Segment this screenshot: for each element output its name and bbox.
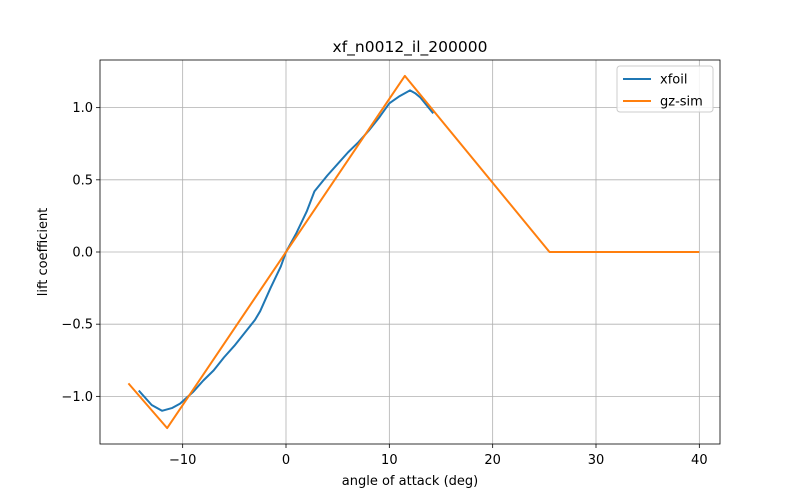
x-tick-label: 10 xyxy=(381,453,398,468)
legend-label-gz-sim: gz-sim xyxy=(660,95,703,110)
legend-label-xfoil: xfoil xyxy=(660,73,687,88)
x-tick-label: 30 xyxy=(588,453,605,468)
x-axis-label: angle of attack (deg) xyxy=(342,474,478,489)
x-tick-label: 20 xyxy=(484,453,501,468)
y-tick-label: 0.0 xyxy=(72,246,93,261)
y-axis-label: lift coefficient xyxy=(36,208,51,297)
y-tick-label: −1.0 xyxy=(61,390,93,405)
series-line-gz-sim xyxy=(127,74,700,430)
y-tick-label: 0.5 xyxy=(72,173,93,188)
x-tick-label: −10 xyxy=(169,453,196,468)
x-tick-label: 40 xyxy=(691,453,708,468)
x-tick-label: 0 xyxy=(282,453,290,468)
axis-ticks: −10 0 10 20 30 40 −1.0 −0.5 0.0 0.5 1.0 xyxy=(61,101,707,468)
legend: xfoil gz-sim xyxy=(616,65,714,113)
y-tick-label: −0.5 xyxy=(61,318,93,333)
y-tick-label: 1.0 xyxy=(72,101,93,116)
plot-series xyxy=(127,74,700,430)
chart-title: xf_n0012_il_200000 xyxy=(333,38,488,57)
